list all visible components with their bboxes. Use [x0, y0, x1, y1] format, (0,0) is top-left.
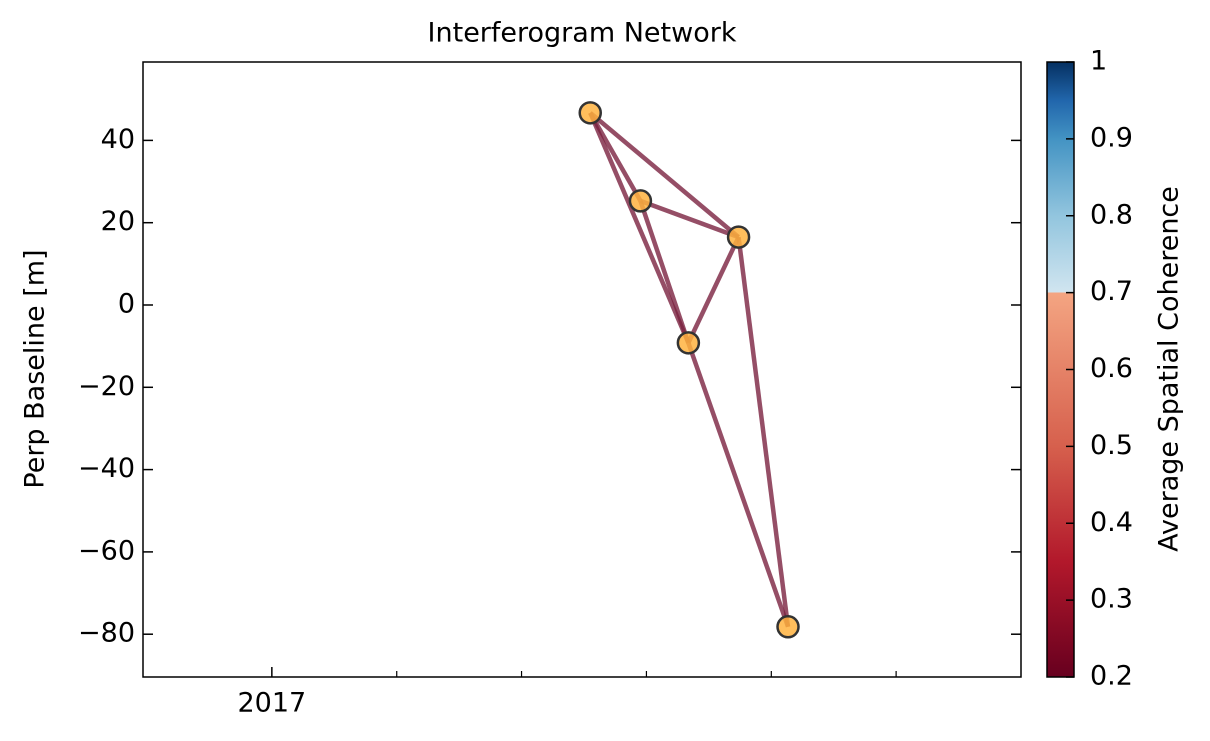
- colorbar-tick-label: 0.9: [1090, 122, 1133, 153]
- x-tick-label: 2017: [237, 688, 306, 719]
- y-tick-label: 40: [101, 124, 135, 155]
- y-tick-label: −80: [78, 618, 135, 649]
- colorbar-tick-label: 0.6: [1090, 353, 1133, 384]
- edge: [736, 236, 791, 628]
- plot-frame: [142, 61, 1022, 678]
- colorbar-tick-label: 0.2: [1090, 661, 1133, 692]
- edge: [638, 200, 691, 344]
- y-tick-label: 0: [118, 288, 135, 319]
- y-tick-label: −40: [78, 453, 135, 484]
- acquisition-point: [726, 225, 751, 249]
- y-tick-label: 20: [101, 206, 135, 237]
- colorbar-tick-label: 0.8: [1090, 199, 1133, 230]
- colorbar-label: Average Spatial Coherence: [1154, 186, 1185, 552]
- edge: [686, 236, 741, 344]
- y-tick-label: −20: [78, 371, 135, 402]
- edge: [686, 342, 791, 628]
- y-axis-label: Perp Baseline [m]: [20, 249, 51, 488]
- y-tick-label: −60: [78, 535, 135, 566]
- edge: [588, 111, 741, 239]
- chart-title: Interferogram Network: [428, 18, 737, 49]
- colorbar-tick-label: 0.4: [1090, 507, 1133, 538]
- colorbar-tick-label: 0.3: [1090, 584, 1133, 615]
- acquisition-point: [776, 615, 800, 639]
- acquisition-point: [628, 189, 653, 213]
- edge: [639, 198, 740, 240]
- colorbar-tick-label: 0.5: [1090, 430, 1133, 461]
- edge: [588, 111, 691, 344]
- acquisition-point: [676, 331, 701, 355]
- colorbar-tick-label: 1: [1090, 46, 1107, 77]
- acquisition-point: [578, 101, 602, 125]
- colorbar-tick-label: 0.7: [1090, 276, 1133, 307]
